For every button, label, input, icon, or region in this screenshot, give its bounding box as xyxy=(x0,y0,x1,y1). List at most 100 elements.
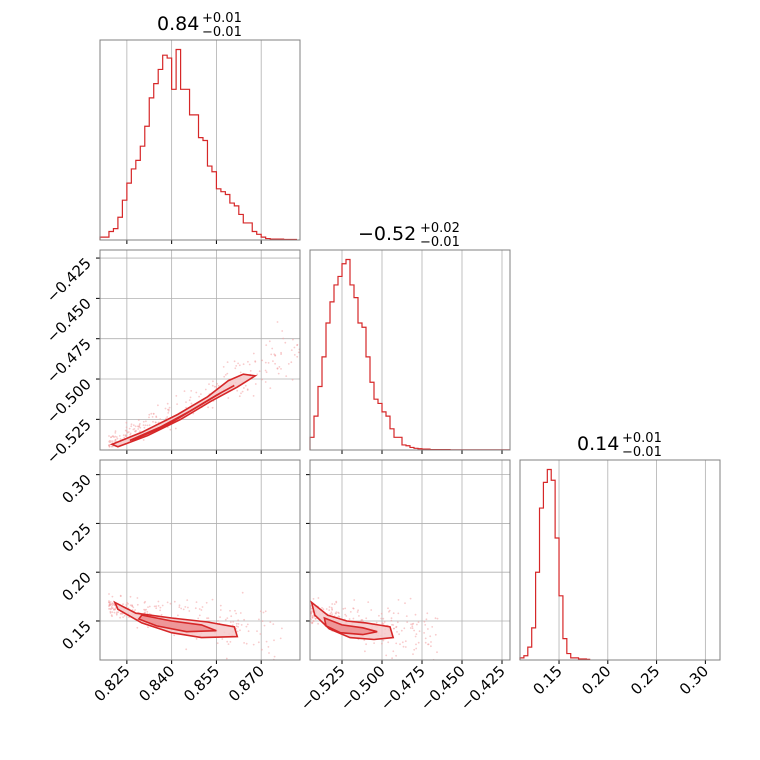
scatter-point xyxy=(131,604,133,606)
scatter-point xyxy=(235,622,238,625)
scatter-point xyxy=(115,436,118,438)
scatter-point xyxy=(273,353,276,356)
hist-bin xyxy=(145,126,149,240)
hist-bin xyxy=(394,437,398,450)
scatter-point xyxy=(353,599,356,601)
scatter-point xyxy=(226,640,229,643)
scatter-point xyxy=(333,603,336,605)
scatter-point xyxy=(417,641,420,644)
scatter-point xyxy=(219,609,222,611)
hist-bin xyxy=(113,229,117,240)
contour-inner xyxy=(129,384,235,442)
scatter-point xyxy=(129,604,132,607)
scatter-point xyxy=(252,643,255,646)
scatter-layer xyxy=(310,597,439,660)
y-tick-label: 0.20 xyxy=(58,568,94,604)
scatter-point xyxy=(281,330,284,332)
panel-scatter-p0-p1: −0.425−0.450−0.475−0.500−0.525 xyxy=(43,249,301,467)
scatter-point xyxy=(427,643,430,646)
hist-bin xyxy=(127,183,131,240)
panel-frame xyxy=(99,459,301,661)
scatter-point xyxy=(265,640,268,643)
scatter-point xyxy=(155,416,158,418)
scatter-point xyxy=(157,600,160,603)
scatter-point xyxy=(411,627,414,630)
scatter-point xyxy=(144,424,147,427)
scatter-point xyxy=(337,611,340,614)
scatter-point xyxy=(216,382,219,385)
x-tick-label: 0.15 xyxy=(530,662,566,698)
scatter-point xyxy=(310,608,313,610)
panel-scatter-p0-p2: 0.825 0.840 0.855 0.870 0.15 0.20 0.25 0.30 xyxy=(58,459,301,705)
scatter-point xyxy=(192,412,195,415)
scatter-point xyxy=(273,639,275,642)
scatter-point xyxy=(373,642,375,644)
scatter-point xyxy=(194,607,197,610)
panel-hist-p2: 0.15 0.20 0.25 0.30 xyxy=(519,459,721,698)
scatter-point xyxy=(348,618,351,620)
hist-bin xyxy=(149,98,153,240)
scatter-point xyxy=(183,390,186,392)
scatter-point xyxy=(434,633,437,636)
scatter-point xyxy=(312,598,315,600)
scatter-point xyxy=(157,404,159,407)
scatter-point xyxy=(416,623,418,626)
scatter-point xyxy=(222,366,225,368)
scatter-point xyxy=(136,626,139,629)
scatter-point xyxy=(142,420,145,423)
scatter-point xyxy=(238,395,241,398)
hist-bin xyxy=(154,84,158,240)
scatter-point xyxy=(330,611,333,614)
scatter-point xyxy=(278,366,281,368)
scatter-point xyxy=(257,641,260,644)
scatter-point xyxy=(335,601,338,604)
scatter-point xyxy=(349,611,352,613)
scatter-point xyxy=(411,623,414,626)
scatter-point xyxy=(391,657,393,660)
scatter-point xyxy=(237,619,240,622)
scatter-point xyxy=(139,430,141,433)
scatter-point xyxy=(400,629,403,632)
scatter-point xyxy=(424,624,427,626)
scatter-point xyxy=(345,615,348,617)
hist-bin xyxy=(136,160,140,240)
scatter-point xyxy=(108,445,111,448)
scatter-point xyxy=(211,598,214,601)
hist-bin xyxy=(338,276,342,450)
scatter-point xyxy=(114,432,117,434)
scatter-point xyxy=(166,402,169,405)
scatter-point xyxy=(239,629,241,632)
scatter-point xyxy=(281,627,283,630)
scatter-point xyxy=(139,426,142,429)
scatter-point xyxy=(167,409,170,412)
scatter-point xyxy=(129,432,132,435)
scatter-point xyxy=(235,625,238,628)
scatter-point xyxy=(271,347,274,350)
hist-bin xyxy=(225,195,229,240)
scatter-point xyxy=(265,371,268,374)
scatter-point xyxy=(240,392,242,395)
hist-bin xyxy=(131,169,135,240)
scatter-point xyxy=(142,424,145,426)
scatter-point xyxy=(109,610,112,613)
scatter-point xyxy=(239,371,242,374)
scatter-point xyxy=(270,353,273,356)
scatter-point xyxy=(414,613,417,616)
scatter-point xyxy=(237,362,240,365)
scatter-point xyxy=(197,617,200,620)
scatter-point xyxy=(331,608,333,610)
scatter-point xyxy=(269,621,272,623)
title-p2-value: 0.14 xyxy=(577,433,619,455)
scatter-point xyxy=(111,607,114,609)
scatter-point xyxy=(247,630,250,633)
scatter-point xyxy=(267,646,270,648)
scatter-point xyxy=(404,640,407,643)
scatter-point xyxy=(427,628,429,630)
panel-frame xyxy=(99,39,301,241)
scatter-point xyxy=(148,413,151,416)
scatter-point xyxy=(211,384,214,387)
scatter-point xyxy=(247,360,249,363)
x-tick-label: 0.870 xyxy=(225,662,268,705)
scatter-point xyxy=(229,641,232,643)
hist-bin xyxy=(257,234,261,240)
